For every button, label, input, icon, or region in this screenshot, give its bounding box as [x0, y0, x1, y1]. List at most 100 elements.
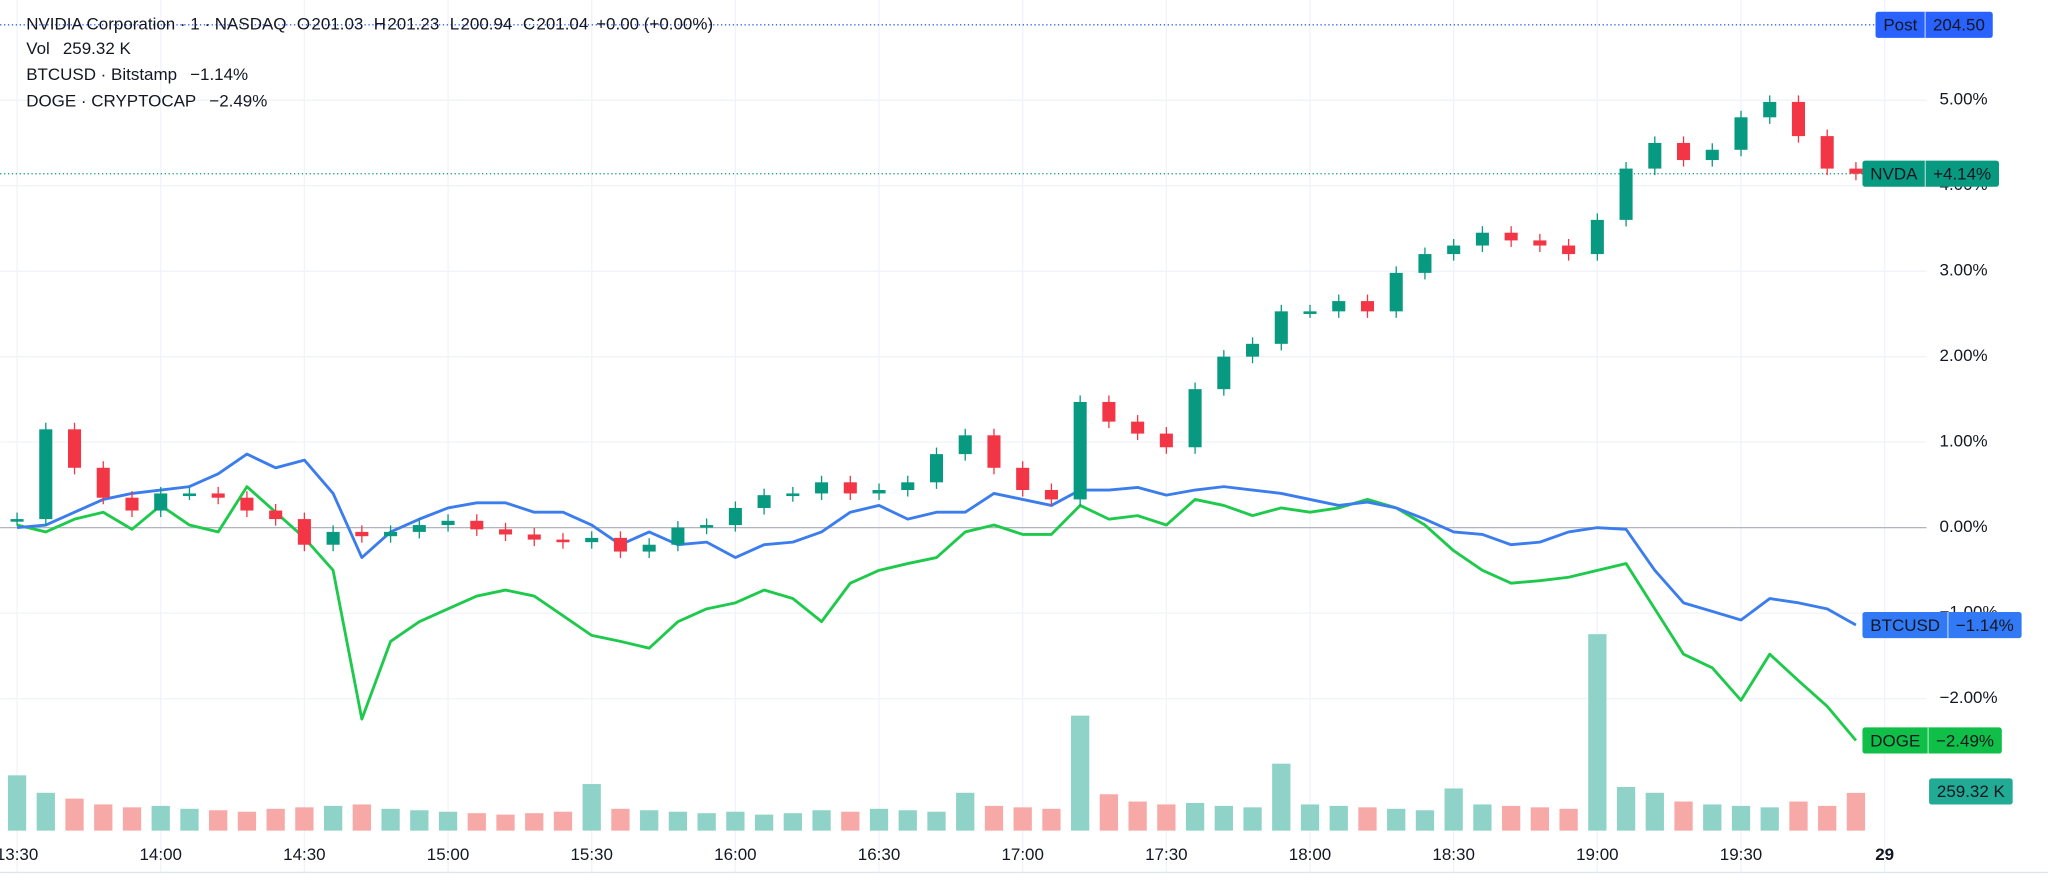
legend-text: 201.23: [387, 14, 439, 33]
volume-bar: [1502, 805, 1521, 831]
candle-body: [1562, 245, 1576, 255]
volume-bar: [697, 813, 716, 831]
candle-body: [67, 429, 82, 468]
candle-body: [1274, 311, 1288, 344]
volume-bar: [1243, 807, 1262, 831]
volume-bar: [180, 808, 199, 831]
volume-bar: [1616, 786, 1636, 831]
price-tag-text: BTCUSD: [1870, 616, 1940, 635]
candle-body: [384, 531, 398, 537]
volume-bar: [1013, 807, 1032, 831]
candle-body: [355, 531, 369, 537]
candle-body: [1791, 101, 1805, 137]
price-tag-text: 259.32 K: [1937, 782, 2006, 801]
candle-body: [958, 435, 972, 455]
volume-bar: [1588, 634, 1607, 831]
price-tag-bg: [1862, 160, 1999, 187]
candle-body: [470, 520, 484, 530]
candle-body: [1677, 142, 1691, 161]
volume-bar: [1157, 804, 1176, 831]
legend-text: NVIDIA Corporation · 1 · NASDAQ: [26, 14, 286, 33]
x-tick-label: 15:30: [570, 845, 612, 864]
candle-body: [901, 482, 915, 491]
x-tick-label: 16:00: [714, 845, 756, 864]
candle-body: [240, 497, 254, 511]
price-tag-bg: [1862, 612, 2022, 639]
volume-bar: [1214, 805, 1233, 831]
candle-body: [1820, 136, 1834, 169]
candle-body: [498, 529, 513, 535]
volume-bar: [1444, 788, 1463, 831]
volume-bar: [640, 810, 659, 831]
volume-bar: [237, 811, 257, 831]
price-tag-bg: [1862, 727, 2002, 754]
legend-text: 259.32 K: [63, 39, 132, 58]
candle-body: [987, 435, 1001, 468]
volume-bar: [525, 813, 544, 831]
legend-text: 201.04: [536, 14, 588, 33]
candle-body: [1102, 401, 1116, 422]
candle-body: [1619, 168, 1633, 220]
volume-bar: [1099, 794, 1119, 831]
candle-body: [1360, 301, 1375, 312]
candle-body: [1849, 168, 1863, 174]
candle-body: [613, 537, 627, 552]
volume-bar: [1674, 801, 1693, 831]
price-tag: DOGE −2.49%: [1862, 727, 2002, 754]
volume-bar: [1846, 792, 1866, 831]
volume-bar: [1387, 808, 1406, 831]
volume-bar: [1272, 763, 1291, 831]
candle-body: [1389, 272, 1403, 312]
volume-bar: [1473, 804, 1492, 831]
volume-bar: [1128, 801, 1147, 831]
volume-bar: [1071, 715, 1090, 831]
x-tick-label: 19:30: [1720, 845, 1762, 864]
legend-text: −1.14%: [190, 65, 248, 84]
volume-bar: [352, 804, 371, 831]
candle-body: [182, 493, 196, 497]
volume-bar: [1645, 792, 1664, 831]
price-tag-text: 204.50: [1933, 16, 1985, 35]
candle-body: [1332, 301, 1346, 312]
x-tick-label: 19:00: [1576, 845, 1618, 864]
candle-body: [1246, 343, 1260, 357]
price-tag-text: +4.14%: [1933, 165, 1991, 184]
x-tick-label: 14:30: [283, 845, 325, 864]
candle-body: [1705, 149, 1719, 161]
legend-text: 200.94: [460, 14, 512, 33]
candle-body: [815, 482, 829, 494]
legend-text: DOGE · CRYPTOCAP: [26, 91, 196, 110]
candle-body: [154, 493, 168, 511]
candle-body: [556, 539, 570, 543]
legend-text: H: [374, 14, 386, 33]
volume-bar: [1789, 801, 1808, 831]
candle-body: [1073, 401, 1087, 500]
x-tick-label: 15:00: [427, 845, 469, 864]
volume-bar: [582, 784, 601, 831]
y-tick-label: −2.00%: [1940, 688, 1998, 707]
candle-body: [527, 534, 541, 540]
candle-body: [671, 527, 685, 545]
price-tag-bg: [1929, 778, 2013, 805]
volume-bar: [956, 792, 975, 831]
price-tag: 259.32 K: [1929, 778, 2013, 805]
candle-body: [1131, 421, 1145, 434]
legend-text: 201.03: [311, 14, 363, 33]
volume-bar: [869, 808, 889, 831]
volume-bar: [94, 804, 113, 831]
candle-body: [700, 525, 714, 528]
volume-bar: [410, 810, 429, 831]
volume-bar: [783, 813, 802, 831]
volume-bar: [1042, 808, 1061, 831]
volume-bar: [1530, 807, 1550, 831]
candle-body: [1016, 467, 1030, 491]
y-tick-label: 1.00%: [1940, 432, 1988, 451]
x-tick-label: 29: [1875, 845, 1894, 864]
candle-body: [1303, 311, 1317, 314]
candle-body: [642, 544, 656, 552]
volume-bar: [1760, 807, 1779, 831]
candle-body: [872, 490, 886, 494]
